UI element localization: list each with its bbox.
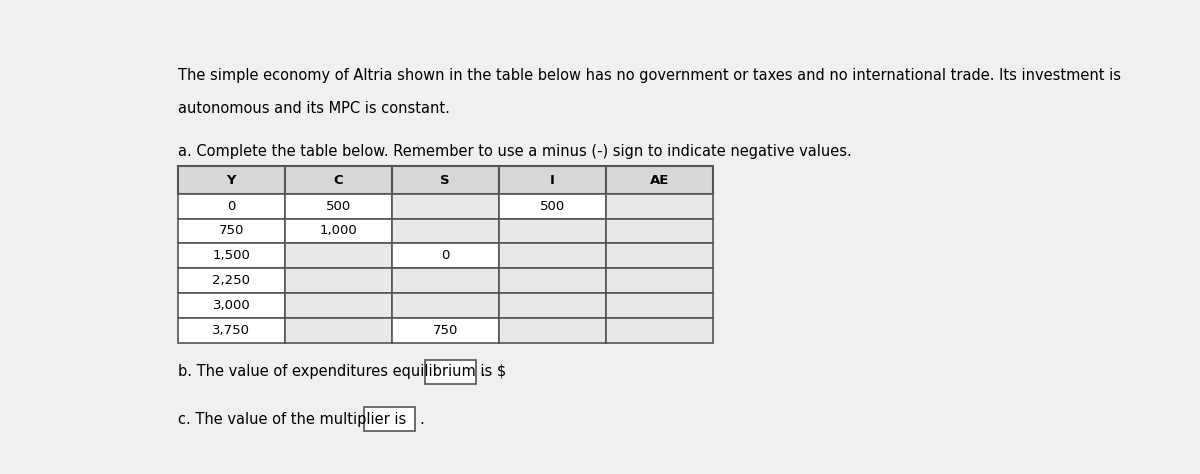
Bar — [284, 318, 391, 343]
Bar — [499, 166, 606, 194]
Bar — [178, 219, 284, 243]
Bar — [391, 243, 499, 268]
Bar — [391, 194, 499, 219]
Text: c. The value of the multiplier is: c. The value of the multiplier is — [178, 412, 406, 427]
Text: 750: 750 — [432, 324, 458, 337]
Bar — [499, 194, 606, 219]
Bar — [499, 293, 606, 318]
Bar — [391, 166, 499, 194]
Bar — [178, 243, 284, 268]
Bar — [284, 293, 391, 318]
Text: .: . — [481, 365, 485, 379]
Bar — [606, 243, 713, 268]
Text: 1,000: 1,000 — [319, 225, 358, 237]
Text: I: I — [550, 173, 554, 187]
Text: 750: 750 — [218, 225, 244, 237]
Bar — [606, 166, 713, 194]
Bar — [499, 243, 606, 268]
Bar — [284, 243, 391, 268]
Bar — [284, 219, 391, 243]
Text: 2,250: 2,250 — [212, 274, 251, 287]
Bar — [284, 268, 391, 293]
Bar — [606, 318, 713, 343]
Text: C: C — [334, 173, 343, 187]
Bar — [364, 408, 415, 431]
Text: 500: 500 — [325, 200, 350, 213]
Text: 500: 500 — [540, 200, 565, 213]
Bar — [178, 268, 284, 293]
Bar — [284, 166, 391, 194]
Bar — [499, 318, 606, 343]
Bar — [391, 219, 499, 243]
Text: 3,000: 3,000 — [212, 299, 251, 312]
Bar — [391, 268, 499, 293]
Bar — [178, 194, 284, 219]
Bar — [606, 268, 713, 293]
Bar — [391, 293, 499, 318]
Text: AE: AE — [649, 173, 668, 187]
Bar — [178, 293, 284, 318]
Bar — [499, 219, 606, 243]
Bar — [606, 219, 713, 243]
Text: .: . — [420, 412, 424, 427]
Text: Y: Y — [227, 173, 236, 187]
Bar — [284, 194, 391, 219]
Text: b. The value of expenditures equilibrium is $: b. The value of expenditures equilibrium… — [178, 365, 506, 379]
Text: 1,500: 1,500 — [212, 249, 251, 262]
Bar — [499, 268, 606, 293]
Text: a. Complete the table below. Remember to use a minus (-) sign to indicate negati: a. Complete the table below. Remember to… — [178, 145, 852, 159]
Bar — [425, 360, 476, 384]
Text: 0: 0 — [442, 249, 450, 262]
Bar — [178, 318, 284, 343]
Text: autonomous and its MPC is constant.: autonomous and its MPC is constant. — [178, 100, 450, 116]
Bar — [606, 194, 713, 219]
Bar — [391, 318, 499, 343]
Text: 0: 0 — [227, 200, 235, 213]
Text: S: S — [440, 173, 450, 187]
Bar — [606, 293, 713, 318]
Text: The simple economy of Altria shown in the table below has no government or taxes: The simple economy of Altria shown in th… — [178, 68, 1121, 83]
Bar — [178, 166, 284, 194]
Text: 3,750: 3,750 — [212, 324, 251, 337]
